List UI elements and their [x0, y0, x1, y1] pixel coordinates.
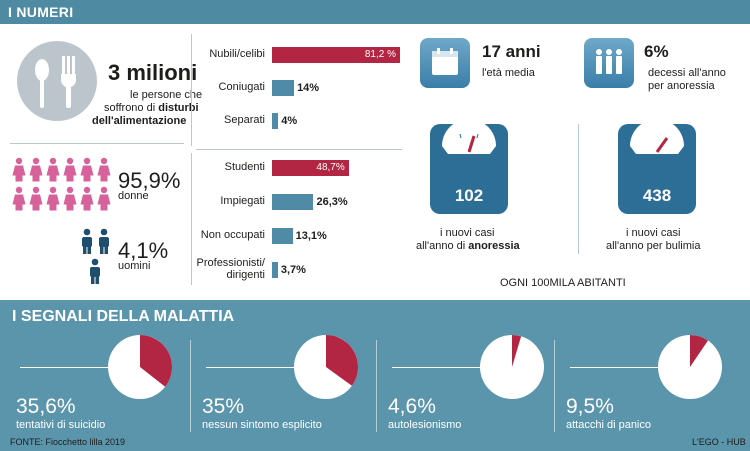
bar [272, 194, 314, 210]
sign-percentage: 9,5% [566, 395, 614, 418]
bar-value-label: 13,1% [295, 230, 327, 242]
bar-category-label: Separati [224, 114, 265, 126]
divider-vertical-2 [191, 153, 192, 285]
bar [272, 262, 278, 278]
scale-bulimia [618, 119, 696, 219]
bar [272, 160, 349, 176]
header-title: I NUMERI [8, 4, 74, 20]
people-text1: le persone che [130, 89, 203, 101]
sign-label: autolesionismo [388, 419, 462, 431]
divider-scales [578, 124, 579, 254]
divider-left [10, 143, 184, 144]
sign-label: nessun sintomo esplicito [202, 419, 322, 431]
bar [272, 113, 279, 129]
cutlery-icon [16, 40, 98, 127]
sign-percentage: 4,6% [388, 395, 436, 418]
pie-chart [286, 330, 366, 409]
bulimia-label1: i nuovi casi [626, 227, 681, 239]
header-bar [0, 0, 750, 24]
people-text2: soffrono di disturbi [104, 102, 199, 114]
bar-category-label: Professionisti/dirigenti [196, 257, 265, 281]
pie-connector [570, 367, 658, 368]
women-value: 95,9% [118, 168, 181, 193]
men-label: uomini [118, 260, 151, 272]
sign-percentage: 35% [202, 395, 245, 418]
pie-slice [512, 335, 522, 367]
bar-value-label: 48,7% [316, 162, 345, 173]
people-text3: dell'alimentazione [92, 115, 187, 127]
bulimia-label2: all'anno per bulimia [606, 240, 701, 252]
sign-separator [554, 340, 555, 432]
sign-separator [190, 340, 191, 432]
signs-title: I SEGNALI DELLA MALATTIA [12, 308, 235, 325]
age-value: 17 anni [482, 42, 541, 61]
people-value: 3 milioni [108, 60, 198, 85]
pie-slice [326, 335, 358, 386]
pie-connector [20, 367, 108, 368]
anorexia-value: 102 [454, 186, 484, 205]
pie-slice [140, 335, 172, 387]
pie-chart [100, 330, 180, 409]
sign-label: attacchi di panico [566, 419, 651, 431]
men-value: 4,1% [118, 238, 169, 263]
scale-anorexia [430, 119, 508, 219]
bar-category-label: Studenti [224, 161, 265, 173]
calendar-icon [420, 38, 470, 88]
bulimia-value: 438 [642, 186, 672, 205]
sign-label: tentativi di suicidio [16, 419, 106, 431]
bar [272, 80, 295, 96]
bar-value-label: 81,2 % [364, 49, 396, 60]
bar-value-label: 14% [297, 82, 320, 94]
anorexia-label1: i nuovi casi [440, 227, 495, 239]
age-label: l'età media [482, 67, 535, 79]
women-icons [12, 157, 112, 218]
bar-value-label: 3,7% [280, 264, 306, 276]
women-label: donne [118, 190, 149, 202]
people-group-icon [584, 38, 634, 88]
divider-vertical-1 [191, 34, 192, 146]
bar-category-label: Impiegati [220, 195, 265, 207]
sign-separator [376, 340, 377, 432]
men-icons [80, 228, 116, 289]
deaths-label2: per anoressia [648, 80, 715, 92]
pie-chart [472, 330, 552, 409]
divider-middle [196, 149, 402, 150]
anorexia-label2: all'anno di anoressia [416, 240, 520, 252]
deaths-label1: decessi all'anno [648, 67, 726, 79]
bar-category-label: Coniugati [218, 81, 265, 93]
bar-category-label: Non occupati [200, 229, 265, 241]
bar [272, 228, 293, 244]
pie-connector [392, 367, 480, 368]
bar [272, 47, 400, 63]
footer-source: FONTE: Fiocchetto lilla 2019 [10, 437, 126, 447]
bar-value-label: 4% [281, 115, 298, 127]
bar-value-label: 26,3% [316, 196, 348, 208]
bar-category-label: Nubili/celibi [209, 48, 265, 60]
pie-chart [650, 330, 730, 409]
pie-connector [206, 367, 294, 368]
footer-credit: L'EGO - HUB [692, 437, 746, 447]
deaths-value: 6% [644, 42, 669, 61]
sign-percentage: 35,6% [16, 395, 76, 418]
pie-slice [690, 335, 708, 367]
per-population-label: OGNI 100MILA ABITANTI [500, 277, 626, 289]
